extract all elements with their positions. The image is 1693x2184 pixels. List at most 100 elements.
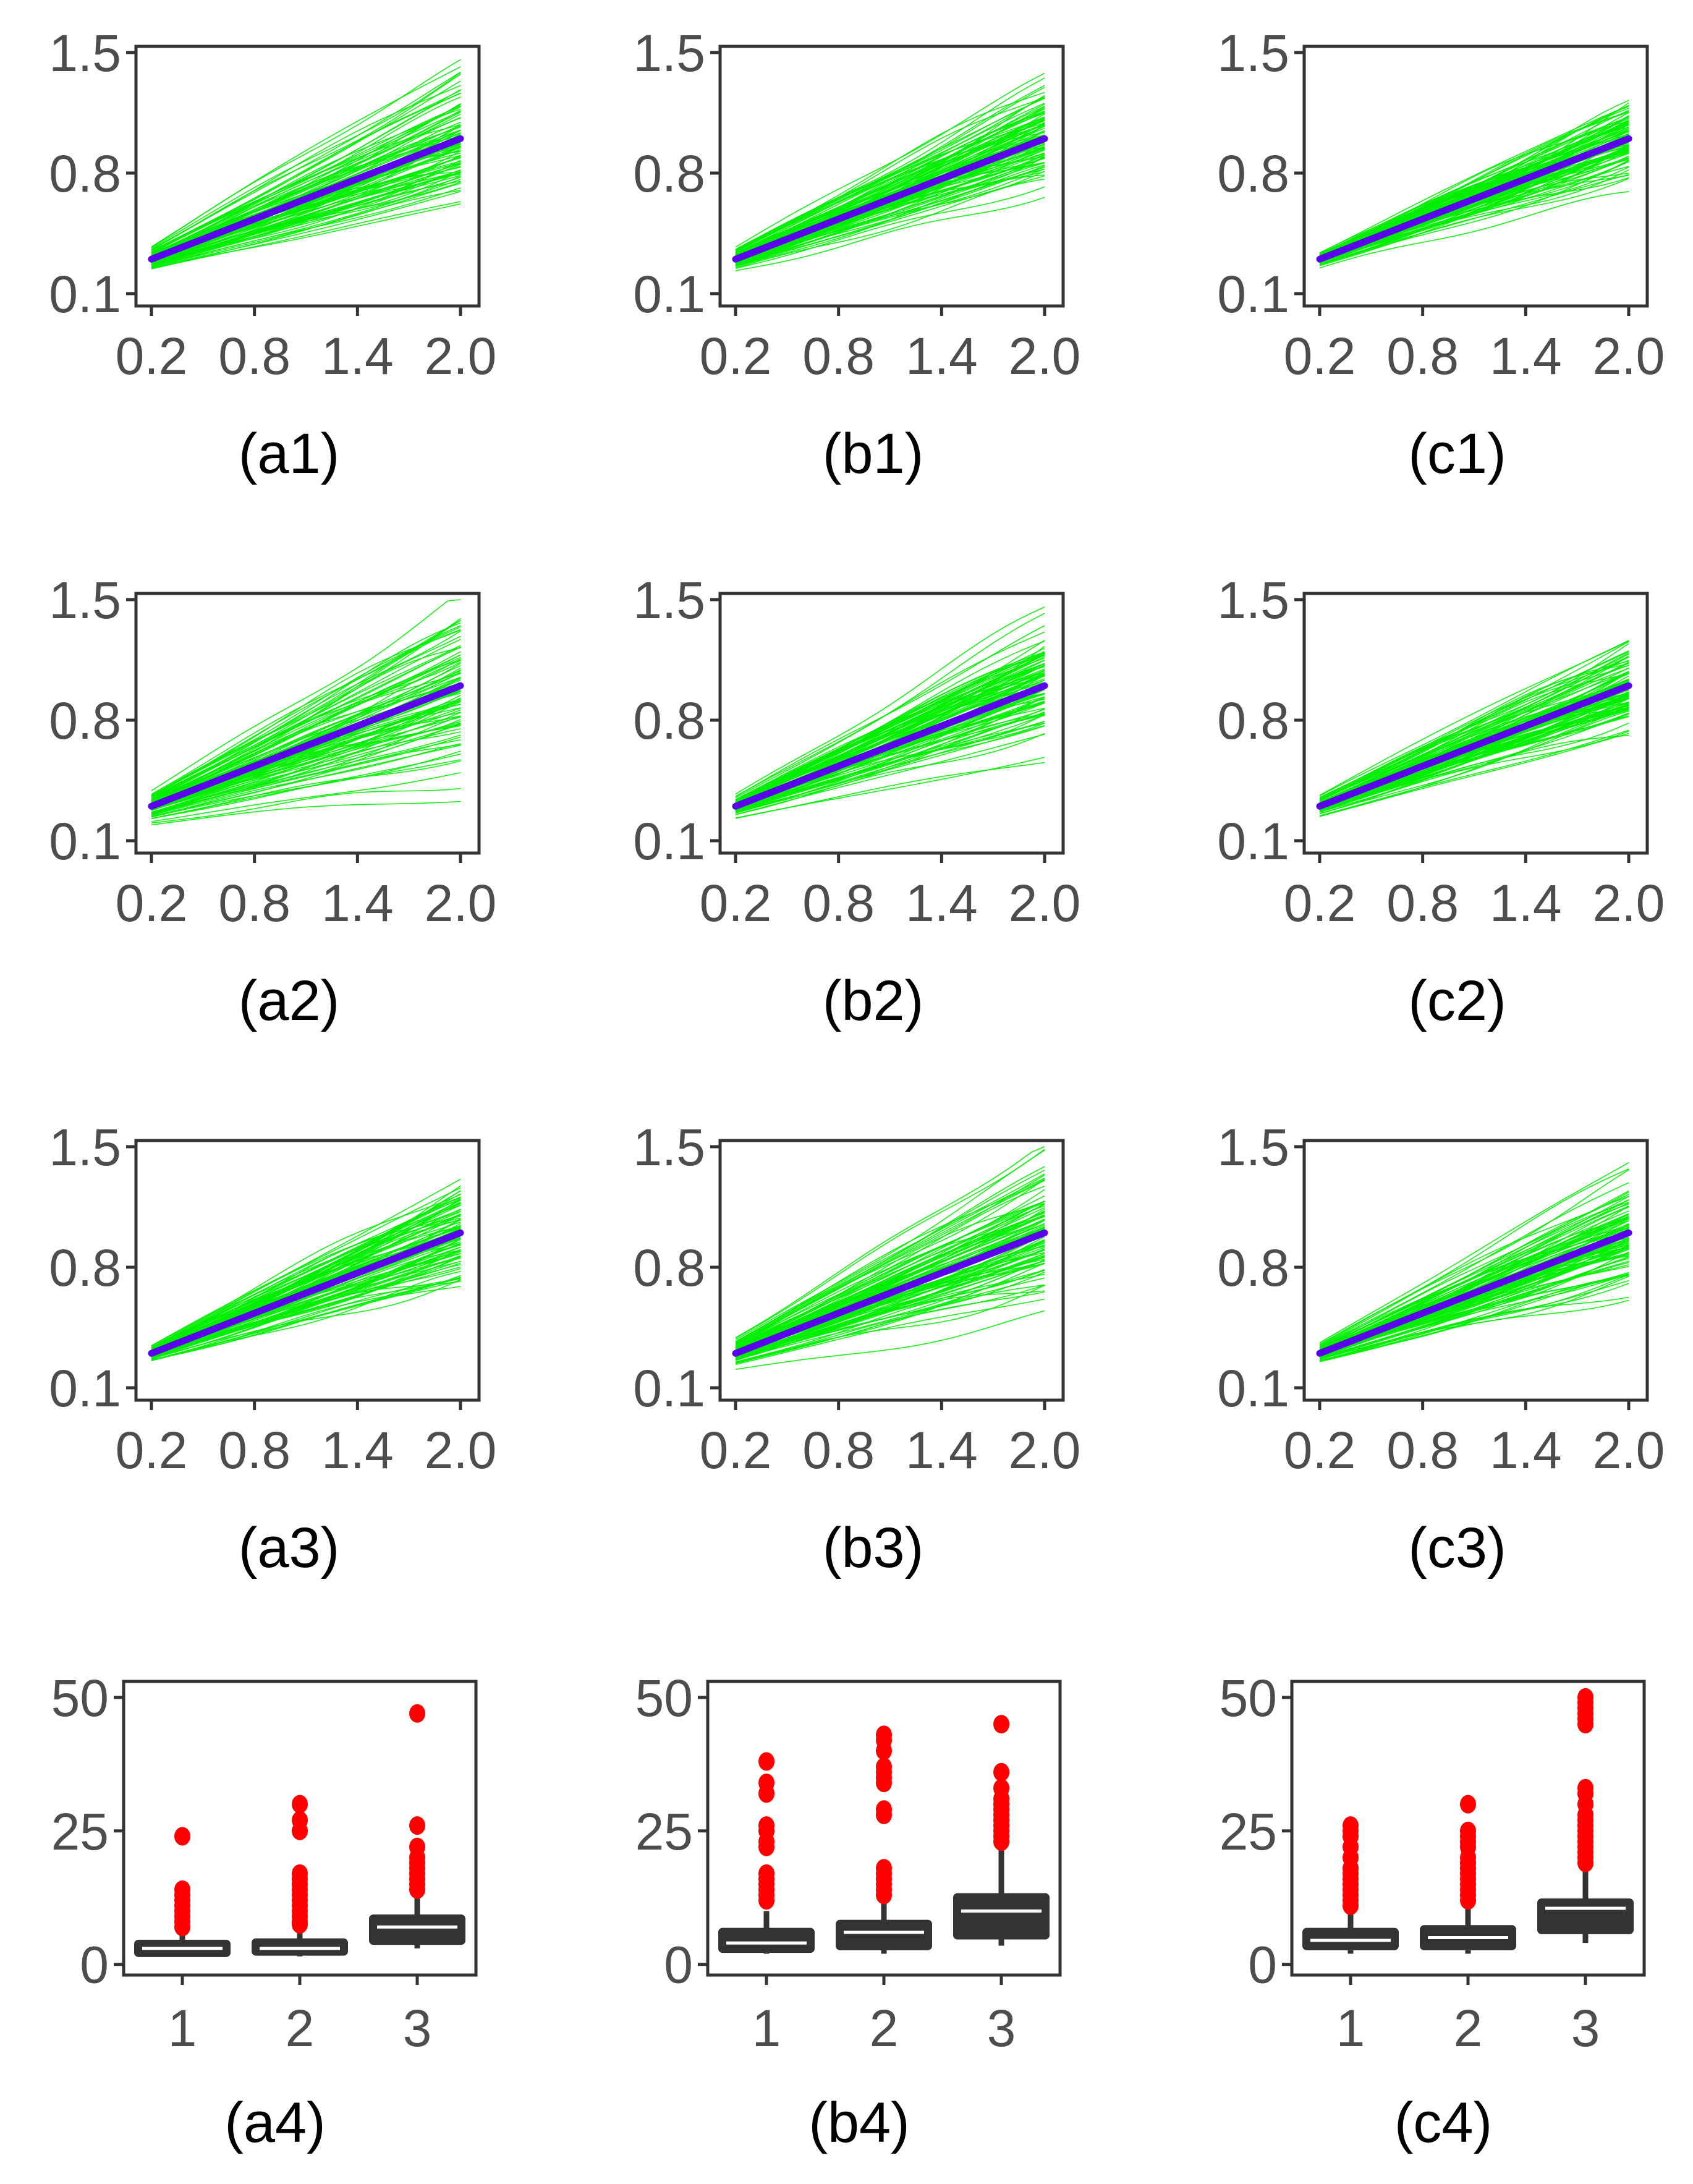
x-tick-label: 1.4 xyxy=(906,1421,978,1479)
curve xyxy=(151,93,461,253)
curve xyxy=(151,1178,461,1346)
outlier-point xyxy=(758,1816,774,1835)
curve xyxy=(1319,146,1629,263)
panel-label: (a2) xyxy=(239,969,340,1032)
y-tick-label: 25 xyxy=(51,1803,109,1861)
mean-line xyxy=(1316,135,1632,263)
curve xyxy=(735,1200,1045,1347)
curve xyxy=(1319,177,1629,266)
y-tick-label: 0 xyxy=(1248,1936,1277,1994)
curve xyxy=(735,1284,1045,1364)
x-tick-label: 0.2 xyxy=(700,327,772,385)
x-tick-label: 2 xyxy=(286,1999,315,2057)
x-tick-label: 2.0 xyxy=(425,874,497,932)
curve xyxy=(151,179,461,267)
curve xyxy=(735,96,1045,251)
curve xyxy=(151,697,461,810)
curve xyxy=(735,721,1045,813)
curve xyxy=(1319,660,1629,801)
y-tick-label: 0.1 xyxy=(633,1359,705,1417)
curve xyxy=(151,66,461,247)
outlier-point xyxy=(1460,1821,1476,1840)
y-tick-label: 0.1 xyxy=(49,1359,121,1417)
y-tick-label: 0.8 xyxy=(633,692,705,750)
mean-line xyxy=(1316,1229,1632,1357)
curve xyxy=(735,663,1045,803)
curve xyxy=(735,72,1045,248)
panel-label: (b3) xyxy=(823,1516,924,1579)
outlier-point xyxy=(1460,1795,1476,1814)
curve xyxy=(151,699,461,811)
curve xyxy=(735,95,1045,255)
curve xyxy=(735,651,1045,801)
curve xyxy=(151,672,461,803)
panel-a3: 0.1 0.8 1.5 0.2 0.8 1.4 2.0 (a3) xyxy=(49,1118,496,1579)
curve xyxy=(735,1215,1045,1351)
y-tick-label: 0.8 xyxy=(49,1239,121,1297)
curve xyxy=(735,186,1045,269)
curve xyxy=(1319,1190,1629,1349)
x-tick-label: 2.0 xyxy=(1009,874,1081,932)
mean-line xyxy=(148,682,464,810)
y-tick-label: 0.1 xyxy=(633,265,705,323)
y-tick-label: 0.1 xyxy=(49,265,121,323)
curve xyxy=(151,701,461,810)
curve xyxy=(151,646,461,801)
curve xyxy=(151,772,461,822)
x-tick-label: 2 xyxy=(870,1999,899,2057)
y-tick-label: 0 xyxy=(80,1936,109,1994)
panel-a4: 0 25 50 1 2 3 (a4) xyxy=(51,1669,478,2154)
curve xyxy=(151,111,461,257)
curve xyxy=(735,1177,1045,1345)
curve xyxy=(735,1277,1045,1361)
outlier-point xyxy=(174,1880,190,1899)
curve xyxy=(151,618,461,795)
curve xyxy=(735,1285,1045,1363)
curve xyxy=(1319,733,1629,817)
x-tick-label: 1.4 xyxy=(321,874,394,932)
x-tick-label: 1.4 xyxy=(321,327,394,385)
curve xyxy=(1319,166,1629,265)
curve xyxy=(151,744,461,817)
curve xyxy=(735,1290,1045,1362)
x-tick-label: 0.2 xyxy=(700,874,772,932)
curve xyxy=(735,165,1045,266)
x-tick-label: 1.4 xyxy=(1490,1421,1562,1479)
y-tick-label: 0.1 xyxy=(633,812,705,870)
curve xyxy=(1319,662,1629,803)
y-tick-label: 0.8 xyxy=(633,145,705,203)
box xyxy=(718,1927,815,1953)
curve xyxy=(735,721,1045,812)
outlier-point xyxy=(292,1864,308,1883)
curve xyxy=(151,721,461,814)
mean-line xyxy=(732,135,1048,263)
curve xyxy=(151,80,461,252)
box xyxy=(1537,1898,1634,1934)
x-tick-label: 0.8 xyxy=(218,874,291,932)
curve xyxy=(1319,1182,1629,1347)
curve xyxy=(735,1263,1045,1359)
curve xyxy=(151,1276,461,1361)
plot-frame xyxy=(1302,1139,1649,1402)
curve xyxy=(151,715,461,811)
x-tick-label: 2.0 xyxy=(1593,874,1665,932)
x-tick-label: 0.8 xyxy=(218,1421,291,1479)
x-tick-label: 1.4 xyxy=(321,1421,394,1479)
curve xyxy=(151,631,461,797)
y-tick-label: 25 xyxy=(1220,1803,1277,1861)
curve xyxy=(1319,108,1629,256)
x-tick-label: 0.2 xyxy=(700,1421,772,1479)
curve xyxy=(735,77,1045,250)
outlier-point xyxy=(174,1827,190,1846)
plot-frame xyxy=(718,45,1065,308)
curve xyxy=(151,801,461,826)
curve xyxy=(151,760,461,819)
x-tick-label: 2.0 xyxy=(1009,327,1081,385)
plot-frame xyxy=(718,1139,1065,1402)
x-tick-label: 0.2 xyxy=(116,327,188,385)
outlier-point xyxy=(1343,1816,1359,1835)
curve xyxy=(735,1253,1045,1359)
x-tick-label: 0.8 xyxy=(1386,1421,1459,1479)
plot-frame xyxy=(1302,592,1649,855)
x-tick-label: 0.8 xyxy=(802,327,875,385)
